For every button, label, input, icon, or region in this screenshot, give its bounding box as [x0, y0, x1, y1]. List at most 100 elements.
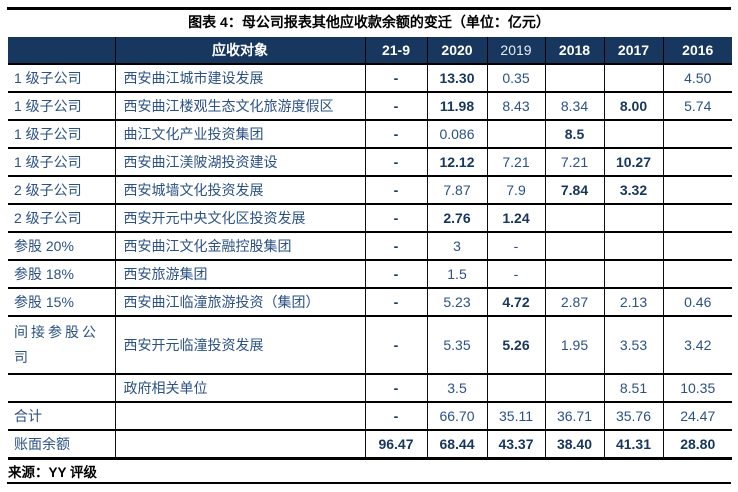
value-cell — [603, 232, 663, 261]
value-cell: - — [364, 232, 427, 261]
value-cell — [603, 120, 663, 149]
table-body: 1 级子公司 西安曲江城市建设发展 -13.30 0.35 4.50 1 级子公司 西安曲江… — [8, 64, 732, 460]
value-cell: 1.5 — [426, 260, 487, 289]
year-header-2020: 2020 — [426, 37, 487, 65]
value-cell: - — [486, 260, 545, 289]
entity-name-cell — [114, 430, 365, 460]
entity-name-cell: 西安开元临潼投资发展 — [114, 316, 365, 375]
value-cell: 10.27 — [603, 148, 663, 177]
receivable-object-header: 应收对象 — [114, 37, 365, 65]
value-cell: 7.87 — [426, 176, 487, 205]
value-cell: 8.51 — [603, 374, 663, 403]
table-row: 参股 18% 西安旅游集团 -1.5- — [8, 260, 732, 289]
table-row: 参股 15% 西安曲江临潼旅游投资（集团） -5.23 4.72 2.87 2.13 0.4… — [8, 288, 732, 317]
value-cell: 66.70 — [426, 402, 487, 431]
value-cell: 0.35 — [486, 64, 545, 93]
value-cell — [662, 260, 732, 289]
value-cell — [603, 64, 663, 93]
value-cell: 3.42 — [662, 316, 732, 375]
value-cell — [662, 148, 732, 177]
value-cell — [544, 374, 604, 403]
value-cell: - — [364, 120, 427, 149]
value-cell: - — [364, 316, 427, 375]
value-cell: 35.76 — [603, 402, 663, 431]
value-cell: - — [364, 176, 427, 205]
value-cell: 2.76 — [426, 204, 487, 233]
value-cell: 8.5 — [544, 120, 604, 149]
value-cell: - — [364, 204, 427, 233]
value-cell: 5.35 — [426, 316, 487, 375]
table-row: 政府相关单位 -3.5 8.51 10.35 — [8, 374, 732, 403]
value-cell — [662, 204, 732, 233]
category-cell: 间接参股公司 — [8, 316, 115, 375]
value-cell: 7.21 — [486, 148, 545, 177]
table-row: 参股 20% 西安曲江文化金融控股集团 -3- — [8, 232, 732, 261]
value-cell: 1.95 — [544, 316, 604, 375]
entity-name-cell: 西安曲江临潼旅游投资（集团） — [114, 288, 365, 317]
value-cell — [544, 260, 604, 289]
corner-cell — [8, 37, 115, 65]
table-row: 间接参股公司 西安开元临潼投资发展 -5.35 5.26 1.95 3.53 3.42 — [8, 316, 732, 375]
entity-name-cell — [114, 402, 365, 431]
value-cell: 5.23 — [426, 288, 487, 317]
value-cell: 8.43 — [486, 92, 545, 121]
source-note: 来源：YY 评级 — [8, 465, 98, 480]
value-cell: - — [364, 92, 427, 121]
value-cell: 28.80 — [662, 430, 732, 460]
entity-name-cell: 曲江文化产业投资集团 — [114, 120, 365, 149]
category-cell: 2 级子公司 — [8, 204, 115, 233]
value-cell: 43.37 — [486, 430, 545, 460]
top-rule — [7, 7, 731, 10]
bottom-rule — [7, 482, 731, 484]
header-row: 应收对象 21-9 2020 2019 2018 2017 2016 — [8, 37, 732, 65]
value-cell: 3 — [426, 232, 487, 261]
table-row: 账面余额 96.47 68.44 43.37 38.40 41.31 28.80 — [8, 430, 732, 460]
category-cell: 1 级子公司 — [8, 92, 115, 121]
table-row: 1 级子公司 西安曲江渼陂湖投资建设 -12.12 7.21 7.21 10.27 — [8, 148, 732, 177]
value-cell: 11.98 — [426, 92, 487, 121]
year-header-2018: 2018 — [544, 37, 604, 65]
category-cell — [8, 374, 115, 403]
value-cell: 1.24 — [486, 204, 545, 233]
value-cell — [662, 120, 732, 149]
value-cell: - — [364, 148, 427, 177]
year-header-2019: 2019 — [486, 37, 545, 65]
category-cell: 账面余额 — [8, 430, 115, 460]
value-cell: 2.13 — [603, 288, 663, 317]
value-cell — [486, 120, 545, 149]
year-header-2017: 2017 — [603, 37, 663, 65]
entity-name-cell: 西安旅游集团 — [114, 260, 365, 289]
category-cell: 参股 18% — [8, 260, 115, 289]
value-cell: 5.74 — [662, 92, 732, 121]
year-header-2016: 2016 — [662, 37, 732, 65]
entity-name-cell: 政府相关单位 — [114, 374, 365, 403]
category-cell: 1 级子公司 — [8, 148, 115, 177]
entity-name-cell: 西安曲江楼观生态文化旅游度假区 — [114, 92, 365, 121]
entity-name-cell: 西安曲江文化金融控股集团 — [114, 232, 365, 261]
value-cell: 35.11 — [486, 402, 545, 431]
value-cell: 41.31 — [603, 430, 663, 460]
value-cell: 7.21 — [544, 148, 604, 177]
value-cell: 3.32 — [603, 176, 663, 205]
entity-name-cell: 西安开元中央文化区投资发展 — [114, 204, 365, 233]
value-cell: 68.44 — [426, 430, 487, 460]
value-cell: 7.84 — [544, 176, 604, 205]
value-cell: 0.086 — [426, 120, 487, 149]
value-cell — [603, 204, 663, 233]
category-cell: 参股 20% — [8, 232, 115, 261]
value-cell — [662, 232, 732, 261]
year-header-21-9: 21-9 — [364, 37, 427, 65]
entity-name-cell: 西安曲江城市建设发展 — [114, 64, 365, 93]
value-cell: - — [364, 64, 427, 93]
table-row: 1 级子公司 西安曲江楼观生态文化旅游度假区 -11.98 8.43 8.34 8.00 5… — [8, 92, 732, 121]
table-row: 合计 -66.70 35.11 36.71 35.76 24.47 — [8, 402, 732, 431]
value-cell — [486, 374, 545, 403]
category-cell: 参股 15% — [8, 288, 115, 317]
table-row: 1 级子公司 曲江文化产业投资集团 -0.086 8.5 — [8, 120, 732, 149]
value-cell — [544, 204, 604, 233]
category-cell: 合计 — [8, 402, 115, 431]
table-row: 2 级子公司 西安城墙文化投资发展 -7.87 7.9 7.84 3.32 — [8, 176, 732, 205]
value-cell: 5.26 — [486, 316, 545, 375]
value-cell: 7.9 — [486, 176, 545, 205]
